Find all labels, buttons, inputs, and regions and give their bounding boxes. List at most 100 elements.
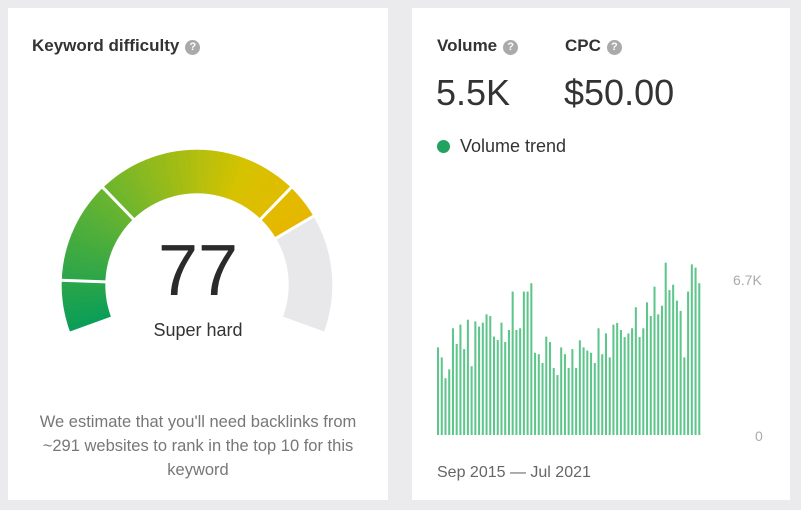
keyword-difficulty-title: Keyword difficulty? (32, 36, 201, 56)
volume-bar[interactable] (698, 283, 701, 435)
volume-bar[interactable] (463, 349, 466, 435)
volume-bar[interactable] (440, 357, 443, 435)
legend-dot-icon (437, 140, 450, 153)
date-range: Sep 2015 — Jul 2021 (437, 464, 591, 481)
volume-title: Volume? (437, 36, 519, 56)
volume-bar[interactable] (507, 329, 510, 435)
volume-card: Volume? CPC? 5.5K $50.00 Volume trend 6.… (412, 8, 790, 500)
volume-bar[interactable] (526, 291, 529, 435)
volume-trend-chart (437, 262, 701, 435)
volume-bar[interactable] (627, 333, 630, 435)
volume-bar[interactable] (608, 357, 611, 435)
volume-bar[interactable] (664, 262, 667, 435)
volume-bar[interactable] (612, 324, 615, 435)
volume-bar[interactable] (451, 328, 454, 435)
volume-bar[interactable] (489, 316, 492, 435)
difficulty-score: 77 (157, 231, 239, 311)
cpc-value: $50.00 (564, 72, 675, 113)
volume-bar[interactable] (548, 341, 552, 435)
volume-bar[interactable] (530, 283, 533, 435)
volume-bar[interactable] (466, 319, 469, 435)
volume-bar[interactable] (492, 336, 496, 435)
volume-bar[interactable] (578, 340, 581, 435)
volume-bar[interactable] (470, 366, 473, 435)
volume-bar[interactable] (646, 302, 649, 435)
volume-bar[interactable] (563, 354, 566, 435)
volume-bar[interactable] (694, 267, 697, 435)
gauge-separator (259, 186, 293, 221)
cpc-label: CPC (565, 36, 601, 55)
volume-bar[interactable] (649, 316, 652, 435)
volume-bar[interactable] (571, 349, 574, 435)
volume-bar[interactable] (537, 354, 540, 435)
y-tick-zero: 0 (755, 428, 763, 444)
volume-bar[interactable] (631, 328, 634, 435)
gauge-separator (101, 186, 135, 221)
volume-bar[interactable] (455, 343, 458, 435)
volume-bar[interactable] (500, 322, 503, 435)
volume-bar[interactable] (657, 314, 660, 435)
volume-bar[interactable] (437, 347, 440, 435)
volume-bar[interactable] (683, 357, 686, 435)
legend-label: Volume trend (460, 136, 567, 156)
volume-bar[interactable] (675, 300, 678, 435)
volume-bar[interactable] (593, 363, 596, 435)
question-circle-icon[interactable]: ? (503, 40, 519, 55)
volume-value: 5.5K (436, 72, 511, 113)
volume-bar[interactable] (660, 305, 663, 435)
volume-bar[interactable] (541, 363, 544, 435)
volume-bar[interactable] (478, 326, 481, 435)
volume-bar[interactable] (601, 354, 604, 435)
volume-label: Volume (437, 36, 498, 55)
volume-bar[interactable] (604, 333, 608, 435)
volume-bar[interactable] (623, 337, 626, 435)
volume-bar[interactable] (522, 291, 525, 435)
volume-bar[interactable] (679, 310, 682, 435)
volume-bar[interactable] (638, 337, 641, 435)
volume-bar[interactable] (485, 314, 488, 435)
question-circle-icon[interactable]: ? (185, 40, 201, 55)
cpc-title: CPC? (565, 36, 622, 56)
gauge-empty-segment (275, 215, 333, 332)
volume-bar[interactable] (668, 290, 671, 435)
difficulty-rating: Super hard (153, 320, 243, 340)
volume-bar[interactable] (619, 329, 622, 435)
keyword-difficulty-label: Keyword difficulty (32, 36, 180, 55)
volume-bar[interactable] (474, 321, 477, 435)
volume-bar[interactable] (519, 328, 522, 435)
volume-bar[interactable] (552, 367, 555, 435)
volume-bar[interactable] (582, 347, 585, 435)
volume-bar[interactable] (560, 347, 563, 435)
volume-bar[interactable] (590, 352, 593, 435)
volume-bar[interactable] (459, 324, 462, 435)
question-circle-icon[interactable]: ? (606, 40, 622, 55)
volume-bar[interactable] (515, 329, 518, 435)
volume-bar[interactable] (575, 367, 578, 435)
chart-legend[interactable]: Volume trend (437, 136, 566, 157)
volume-bar[interactable] (642, 328, 645, 435)
difficulty-description: We estimate that you'll need backlinks f… (39, 413, 357, 479)
volume-bar[interactable] (504, 341, 507, 435)
volume-bar[interactable] (672, 284, 675, 435)
difficulty-gauge (61, 149, 333, 332)
gauge-separator (274, 214, 315, 240)
volume-bar[interactable] (616, 322, 619, 435)
volume-bar[interactable] (545, 336, 548, 435)
volume-bar[interactable] (690, 264, 693, 435)
volume-bar[interactable] (444, 378, 447, 435)
volume-bar[interactable] (481, 322, 484, 435)
volume-bar[interactable] (567, 367, 570, 435)
y-tick-max: 6.7K (733, 272, 762, 288)
volume-bar[interactable] (687, 291, 690, 435)
volume-bar[interactable] (634, 307, 637, 435)
volume-bar[interactable] (511, 291, 514, 435)
volume-bar[interactable] (597, 328, 600, 435)
volume-bar[interactable] (653, 286, 656, 435)
keyword-difficulty-card: Keyword difficulty? 77 Super hard We est… (8, 8, 388, 500)
gauge-separator (61, 278, 107, 284)
volume-bar[interactable] (534, 352, 537, 435)
volume-bar[interactable] (586, 350, 589, 435)
volume-bar[interactable] (496, 340, 499, 435)
volume-bar[interactable] (448, 369, 451, 435)
volume-bar[interactable] (556, 375, 559, 435)
